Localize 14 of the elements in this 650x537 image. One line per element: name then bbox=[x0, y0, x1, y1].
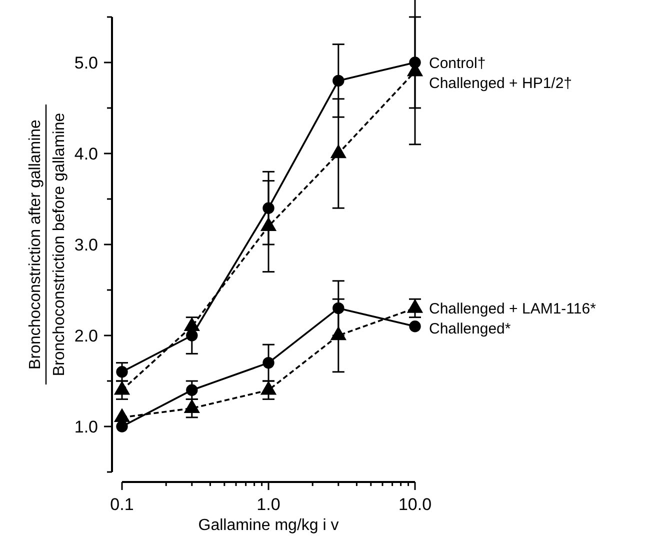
x-axis-title: Gallamine mg/kg i v bbox=[198, 517, 339, 534]
series-label: Control† bbox=[429, 54, 486, 72]
x-tick-label: 10.0 bbox=[398, 495, 432, 514]
y-tick-label: 1.0 bbox=[74, 417, 98, 436]
x-tick-label: 1.0 bbox=[256, 495, 280, 514]
series-label: Challenged* bbox=[429, 320, 511, 338]
y-tick-label: 4.0 bbox=[74, 144, 98, 164]
x-tick-label: 0.1 bbox=[110, 495, 134, 514]
y-tick-label: 3.0 bbox=[74, 235, 98, 254]
y-axis-title: Bronchoconstriction after gallamine Bronchoconstriction before gallamine bbox=[27, 112, 68, 376]
series-label: Challenged + LAM1-116* bbox=[429, 300, 596, 318]
y-tick-label: 2.0 bbox=[74, 326, 98, 346]
series-label: Challenged + HP1/2† bbox=[429, 74, 572, 92]
y-tick-label: 5.0 bbox=[74, 53, 98, 72]
